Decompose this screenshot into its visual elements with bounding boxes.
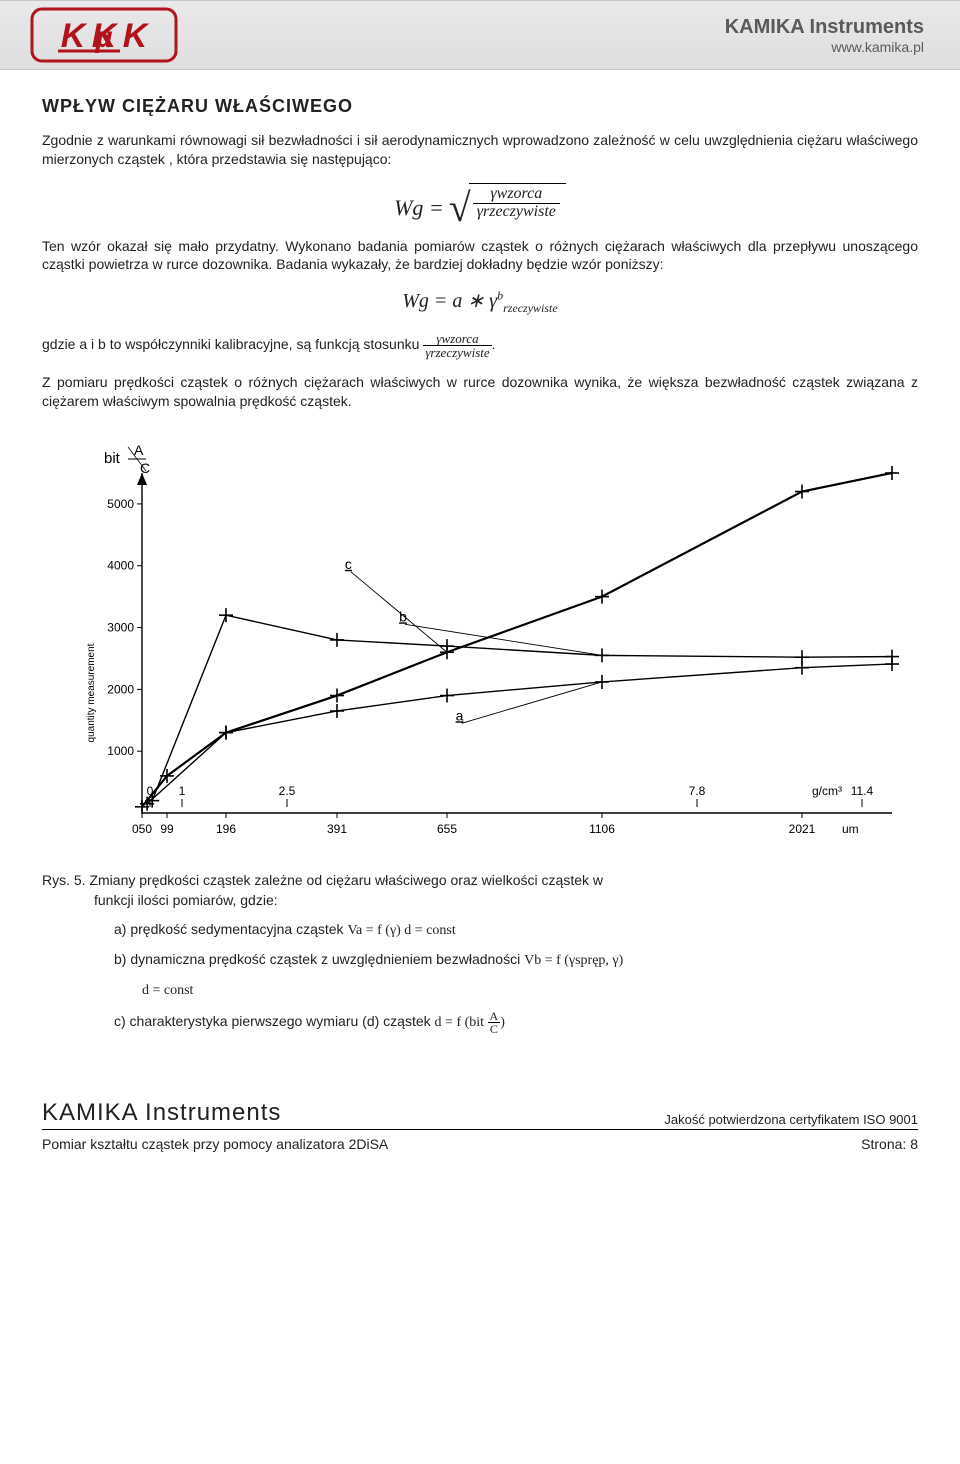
formula-1: Wg = √ γwzorca γrzeczywiste [42,183,918,221]
fig-a: a) prędkość sedymentacyjna cząstek Va = … [114,919,918,941]
svg-text:391: 391 [327,822,347,836]
svg-text:2021: 2021 [789,822,816,836]
paragraph-1: Zgodnie z warunkami równowagi sił bezwła… [42,131,918,169]
svg-text:um: um [842,822,859,836]
svg-text:1106: 1106 [589,822,615,836]
svg-text:K: K [61,17,88,55]
brand-block: KAMIKA Instruments www.kamika.pl [725,16,924,55]
p3-text-b: . [492,337,496,353]
svg-text:050: 050 [132,822,152,836]
svg-text:655: 655 [437,822,457,836]
formula2-sub: rzeczywiste [503,301,558,315]
section-heading: WPŁYW CIĘŻARU WŁAŚCIWEGO [42,96,918,117]
svg-text:2.5: 2.5 [279,784,296,798]
kuk-logo-svg: K K K µ [30,7,178,63]
footer-doc-title: Pomiar kształtu cząstek przy pomocy anal… [42,1136,388,1152]
p3-fraction: γwzorca γrzeczywiste [423,332,491,359]
svg-text:b: b [399,609,407,625]
svg-text:quantity measurement: quantity measurement [86,643,97,742]
fig-b: b) dynamiczna prędkość cząstek z uwzględ… [114,949,918,971]
fig-c: c) charakterystyka pierwszego wymiaru (d… [114,1010,918,1035]
svg-text:A: A [134,442,144,458]
svg-text:c: c [345,556,352,572]
paragraph-2: Ten wzór okazał się mało przydatny. Wyko… [42,237,918,275]
svg-text:2000: 2000 [107,683,134,697]
figure-caption: Rys. 5. Zmiany prędkości cząstek zależne… [42,870,918,1034]
footer-top-row: KAMIKA Instruments Jakość potwierdzona c… [42,1099,918,1130]
page-footer: KAMIKA Instruments Jakość potwierdzona c… [0,1099,960,1172]
p3-text-a: gdzie a i b to współczynniki kalibracyjn… [42,337,423,353]
formula1-lhs: Wg = [394,195,444,220]
page-content: WPŁYW CIĘŻARU WŁAŚCIWEGO Zgodnie z warun… [0,70,960,1065]
svg-text:3000: 3000 [107,621,134,635]
svg-text:g/cm³: g/cm³ [812,784,842,798]
footer-bottom-row: Pomiar kształtu cząstek przy pomocy anal… [42,1136,918,1152]
footer-cert: Jakość potwierdzona certyfikatem ISO 900… [664,1112,918,1127]
page-header: K K K µ KAMIKA Instruments www.kamika.pl [0,0,960,70]
svg-text:µ: µ [94,21,112,54]
fig-lead: Rys. 5. Zmiany prędkości cząstek zależne… [42,872,603,888]
svg-text:196: 196 [216,822,236,836]
svg-text:99: 99 [160,822,174,836]
svg-text:C: C [140,460,150,476]
svg-text:1: 1 [179,784,186,798]
svg-text:11.4: 11.4 [851,784,874,798]
footer-brand: KAMIKA Instruments [42,1099,281,1127]
chart-figure: 1000 2000 3000 4000 5000 quantity measurement… [42,433,918,856]
formula-2: Wg = a ∗ γbrzeczywiste [42,288,918,316]
svg-text:1000: 1000 [107,744,134,758]
brand-url: www.kamika.pl [725,39,924,55]
paragraph-3: gdzie a i b to współczynniki kalibracyjn… [42,332,918,359]
svg-text:5000: 5000 [107,497,134,511]
footer-page-number: Strona: 8 [861,1136,918,1152]
formula2-base: Wg = a ∗ γ [402,290,497,312]
formula1-den: γrzeczywiste [477,203,556,220]
svg-text:K: K [123,17,150,55]
sqrt-symbol: √ γwzorca γrzeczywiste [449,183,566,221]
svg-text:7.8: 7.8 [689,784,706,798]
formula1-num: γwzorca [490,185,542,202]
logo: K K K µ [30,7,178,63]
chart-svg: 1000 2000 3000 4000 5000 quantity measurement… [42,433,912,853]
svg-text:4000: 4000 [107,559,134,573]
svg-text:bit: bit [104,450,121,467]
paragraph-4: Z pomiaru prędkości cząstek o różnych ci… [42,373,918,411]
fig-lead2: funkcji ilości pomiarów, gdzie: [94,890,918,910]
brand-title: KAMIKA Instruments [725,16,924,39]
svg-text:a: a [456,707,464,723]
fig-b-tail: d = const [142,979,918,1001]
